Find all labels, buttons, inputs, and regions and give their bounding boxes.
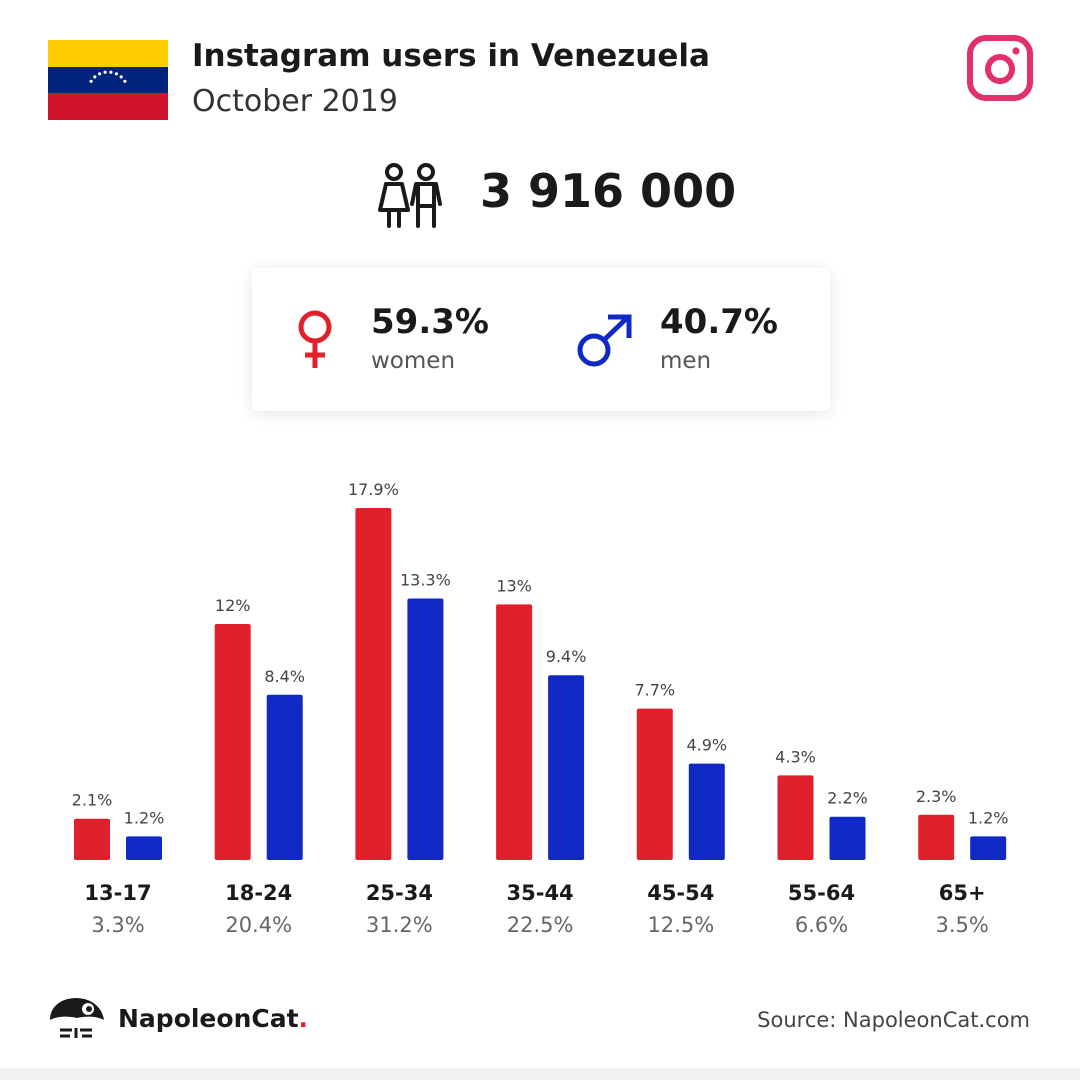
bar-men-55-64 — [829, 816, 866, 860]
age-group-total: 31.2% — [366, 913, 433, 937]
flag-star — [89, 79, 93, 83]
venezuela-flag-icon — [48, 40, 168, 120]
bar-value-label: 13.3% — [400, 571, 451, 590]
total-users: 3 916 000 — [480, 164, 737, 218]
bar-women-65+ — [918, 814, 955, 860]
bar-value-label: 8.4% — [264, 667, 305, 686]
brand-name-text: NapoleonCat — [118, 1004, 299, 1033]
page-subtitle: October 2019 — [192, 84, 398, 119]
age-group-total: 6.6% — [795, 913, 848, 937]
age-group-label: 13-17 — [84, 881, 151, 905]
women-label: women — [371, 348, 456, 374]
bar-value-label: 13% — [496, 576, 532, 595]
bar-value-label: 4.3% — [775, 747, 816, 766]
age-group-total: 3.3% — [91, 913, 144, 937]
brand-name: NapoleonCat. — [118, 1004, 308, 1033]
bar-value-label: 17.9% — [348, 480, 399, 499]
bar-value-label: 1.2% — [124, 808, 165, 827]
bar-value-label: 4.9% — [686, 736, 727, 755]
age-group-total: 3.5% — [936, 913, 989, 937]
bar-value-label: 2.2% — [827, 789, 868, 808]
page-title: Instagram users in Venezuela — [192, 38, 710, 74]
bar-men-65+ — [970, 836, 1007, 860]
bar-value-label: 2.1% — [72, 791, 113, 810]
napoleoncat-logo-icon — [50, 998, 104, 1038]
bar-men-25-34 — [407, 598, 444, 860]
flag-star — [109, 70, 113, 74]
age-group-total: 20.4% — [225, 913, 292, 937]
men-percentage: 40.7% — [660, 302, 778, 342]
men-label: men — [660, 348, 712, 374]
bar-value-label: 9.4% — [546, 647, 587, 666]
women-percentage: 59.3% — [371, 302, 489, 342]
source-credit: Source: NapoleonCat.com — [757, 1008, 1030, 1032]
bar-men-18-24 — [266, 694, 303, 860]
flag-star — [119, 75, 123, 79]
flag-star — [114, 72, 118, 76]
instagram-icon — [967, 35, 1033, 101]
age-gender-bar-chart: 2.1% 1.2% 13-17 3.3% 12% 8.4% 18-24 20.4% 17.9% 1… — [72, 480, 1009, 937]
age-group-label: 55-64 — [788, 881, 855, 905]
flag-star — [123, 79, 127, 83]
male-symbol-icon — [577, 314, 632, 367]
bar-women-35-44 — [496, 604, 533, 860]
age-group-label: 25-34 — [366, 881, 433, 905]
people-icon — [378, 163, 442, 228]
flag-star — [93, 75, 97, 79]
age-group-label: 18-24 — [225, 881, 292, 905]
bar-men-13-17 — [126, 836, 162, 860]
bar-women-25-34 — [355, 508, 392, 860]
age-group-label: 65+ — [939, 881, 986, 905]
bar-value-label: 7.7% — [634, 681, 675, 700]
age-group-label: 35-44 — [507, 881, 574, 905]
bar-women-45-54 — [636, 708, 673, 860]
age-group-total: 22.5% — [507, 913, 574, 937]
bar-men-35-44 — [548, 675, 585, 860]
gender-card: 59.3% women 40.7% men — [252, 268, 830, 411]
female-symbol-icon — [298, 310, 332, 368]
bar-men-45-54 — [688, 763, 725, 860]
age-group-label: 45-54 — [647, 881, 714, 905]
bar-value-label: 2.3% — [916, 787, 957, 806]
age-group-total: 12.5% — [647, 913, 714, 937]
bar-women-13-17 — [74, 818, 110, 860]
flag-star — [98, 72, 102, 76]
footer-strip — [0, 1068, 1080, 1080]
bar-women-18-24 — [214, 624, 251, 860]
bar-value-label: 12% — [215, 596, 251, 615]
brand-dot: . — [298, 1004, 309, 1033]
bar-value-label: 1.2% — [968, 808, 1009, 827]
bar-women-55-64 — [777, 775, 814, 860]
flag-star — [103, 70, 107, 74]
